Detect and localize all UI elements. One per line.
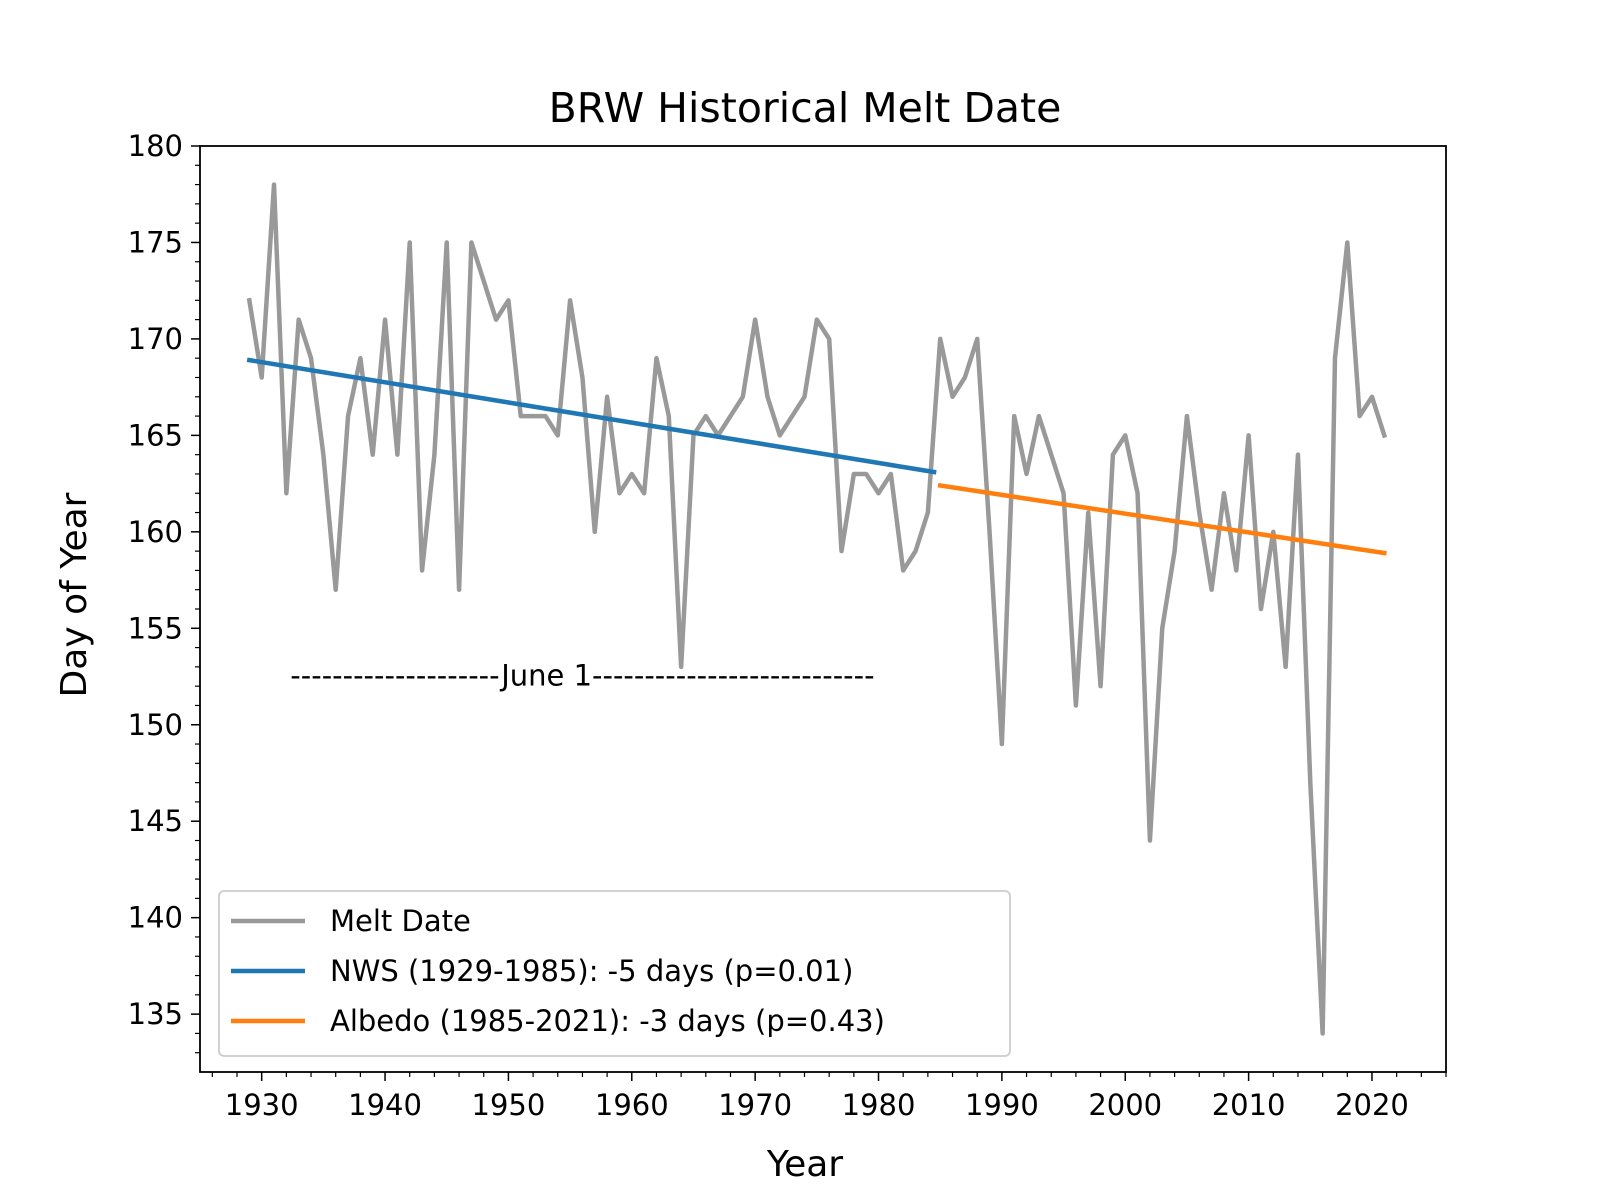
x-tick-label: 2000 [1088, 1088, 1162, 1122]
x-axis-label: Year [766, 1144, 843, 1185]
x-tick-label: 1950 [472, 1088, 546, 1122]
y-tick-label: 165 [128, 418, 183, 452]
y-tick-label: 155 [128, 611, 183, 645]
y-tick-label: 160 [128, 515, 183, 549]
y-tick-label: 170 [128, 322, 183, 356]
chart-title: BRW Historical Melt Date [549, 84, 1062, 132]
y-tick-label: 150 [128, 708, 183, 742]
y-tick-label: 175 [128, 225, 183, 259]
x-tick-label: 2010 [1212, 1088, 1286, 1122]
legend-label: NWS (1929-1985): -5 days (p=0.01) [330, 954, 853, 988]
y-tick-label: 140 [128, 901, 183, 935]
x-tick-label: 1990 [965, 1088, 1039, 1122]
x-tick-label: 1980 [842, 1088, 916, 1122]
x-tick-label: 1970 [718, 1088, 792, 1122]
legend: Melt Date NWS (1929-1985): -5 days (p=0.0… [219, 891, 1010, 1056]
x-tick-label: 1960 [595, 1088, 669, 1122]
june-1-annotation: --------------------June 1--------------… [290, 659, 874, 693]
legend-label: Albedo (1985-2021): -3 days (p=0.43) [330, 1004, 885, 1038]
x-tick-label: 1930 [225, 1088, 299, 1122]
legend-label: Melt Date [330, 904, 471, 938]
x-tick-label: 1940 [348, 1088, 422, 1122]
y-tick-label: 180 [128, 129, 183, 163]
y-axis-label: Day of Year [54, 492, 95, 697]
x-tick-label: 2020 [1335, 1088, 1409, 1122]
y-tick-label: 145 [128, 804, 183, 838]
y-tick-label: 135 [128, 997, 183, 1031]
